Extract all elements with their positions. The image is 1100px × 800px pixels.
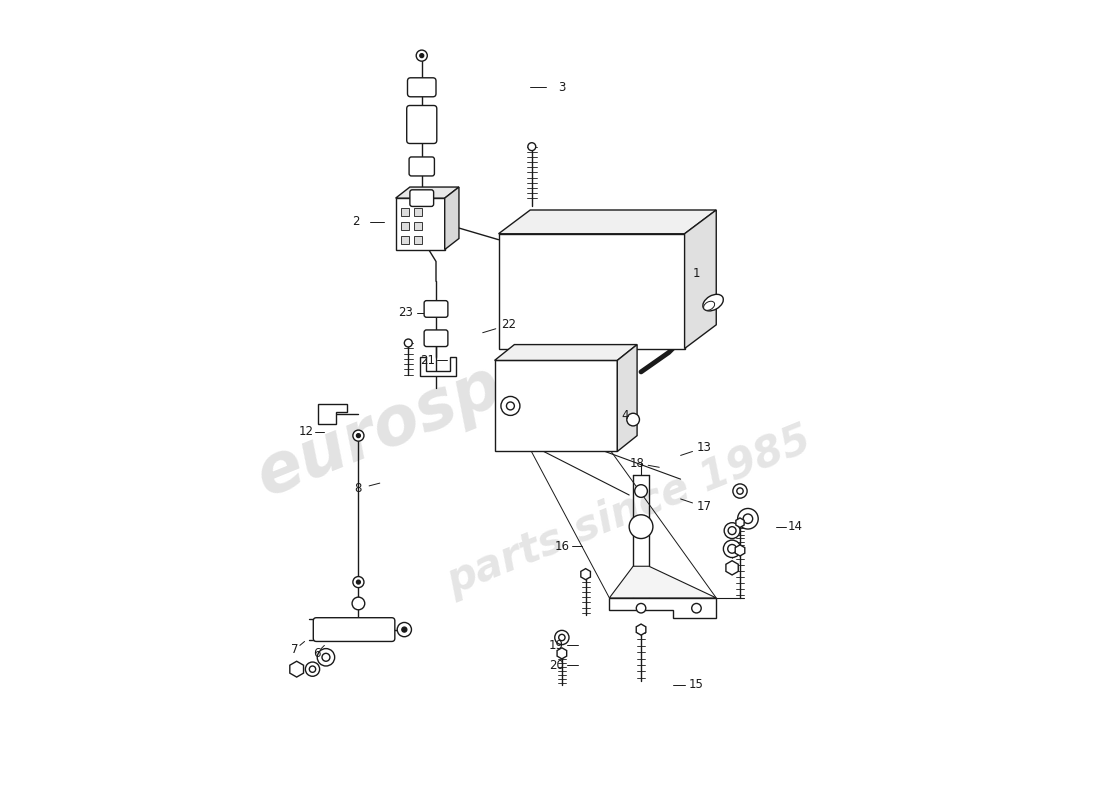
- FancyBboxPatch shape: [425, 330, 448, 346]
- Polygon shape: [318, 404, 346, 424]
- Polygon shape: [636, 624, 646, 635]
- Circle shape: [744, 514, 752, 523]
- Circle shape: [322, 654, 330, 662]
- Bar: [414, 208, 421, 215]
- Circle shape: [376, 624, 387, 635]
- Bar: [402, 222, 409, 230]
- Ellipse shape: [703, 294, 724, 311]
- Polygon shape: [495, 345, 637, 361]
- Text: parts since 1985: parts since 1985: [441, 418, 817, 603]
- Polygon shape: [498, 234, 684, 349]
- Circle shape: [526, 362, 535, 370]
- Polygon shape: [617, 345, 637, 451]
- Circle shape: [306, 662, 320, 676]
- Circle shape: [559, 634, 565, 641]
- FancyBboxPatch shape: [409, 157, 434, 176]
- Circle shape: [627, 414, 639, 426]
- Text: 16: 16: [554, 540, 570, 553]
- Circle shape: [724, 540, 740, 558]
- Text: 21: 21: [420, 354, 434, 367]
- Circle shape: [353, 430, 364, 441]
- Polygon shape: [609, 566, 716, 598]
- Text: 13: 13: [697, 441, 712, 454]
- Text: 12: 12: [299, 425, 314, 438]
- Circle shape: [554, 630, 569, 645]
- Ellipse shape: [704, 302, 715, 310]
- Text: 18: 18: [629, 457, 645, 470]
- Circle shape: [635, 485, 648, 498]
- Bar: [402, 208, 409, 215]
- Bar: [414, 236, 421, 244]
- Text: 20: 20: [549, 658, 564, 672]
- Circle shape: [728, 526, 736, 534]
- Text: 7: 7: [292, 643, 299, 656]
- Bar: [402, 236, 409, 244]
- Circle shape: [402, 627, 407, 632]
- Circle shape: [692, 603, 701, 613]
- Polygon shape: [495, 361, 617, 451]
- Bar: [516, 362, 544, 370]
- Polygon shape: [581, 569, 591, 580]
- Polygon shape: [444, 187, 459, 250]
- FancyBboxPatch shape: [407, 106, 437, 143]
- Polygon shape: [557, 648, 566, 659]
- Polygon shape: [396, 187, 459, 198]
- FancyBboxPatch shape: [410, 190, 433, 206]
- Circle shape: [737, 488, 744, 494]
- Circle shape: [405, 339, 412, 347]
- Circle shape: [724, 522, 740, 538]
- Polygon shape: [736, 518, 744, 527]
- Polygon shape: [684, 210, 716, 349]
- Circle shape: [353, 577, 364, 588]
- Circle shape: [416, 50, 427, 61]
- Circle shape: [397, 622, 411, 637]
- Circle shape: [728, 545, 736, 553]
- Text: 14: 14: [788, 520, 803, 533]
- Text: 2: 2: [352, 215, 360, 228]
- FancyBboxPatch shape: [407, 78, 436, 97]
- Bar: [414, 222, 421, 230]
- Text: 4: 4: [621, 410, 629, 422]
- Circle shape: [356, 580, 361, 584]
- Text: 1: 1: [693, 267, 701, 280]
- Polygon shape: [396, 198, 444, 250]
- Circle shape: [352, 597, 365, 610]
- Polygon shape: [726, 561, 738, 575]
- Circle shape: [506, 402, 515, 410]
- Text: 9: 9: [376, 631, 384, 644]
- Polygon shape: [289, 662, 304, 677]
- Text: 23: 23: [398, 306, 414, 319]
- Circle shape: [733, 484, 747, 498]
- Text: 17: 17: [697, 500, 712, 514]
- Circle shape: [629, 514, 653, 538]
- Text: 8: 8: [354, 482, 362, 495]
- Circle shape: [320, 624, 331, 635]
- Text: 6: 6: [312, 647, 320, 660]
- Circle shape: [500, 397, 520, 415]
- Circle shape: [738, 509, 758, 529]
- Polygon shape: [498, 210, 716, 234]
- Circle shape: [420, 54, 424, 58]
- Text: 19: 19: [549, 639, 564, 652]
- Polygon shape: [420, 358, 455, 376]
- FancyBboxPatch shape: [425, 301, 448, 318]
- Circle shape: [636, 603, 646, 613]
- Circle shape: [356, 434, 361, 438]
- Text: 22: 22: [502, 318, 516, 331]
- Text: 15: 15: [689, 678, 704, 691]
- Polygon shape: [609, 598, 716, 618]
- Circle shape: [317, 649, 334, 666]
- Text: 5: 5: [361, 627, 367, 640]
- Text: 3: 3: [558, 81, 565, 94]
- Polygon shape: [735, 545, 745, 556]
- Circle shape: [528, 142, 536, 150]
- Circle shape: [309, 666, 316, 672]
- FancyBboxPatch shape: [314, 618, 395, 642]
- Text: eurospares: eurospares: [248, 290, 662, 510]
